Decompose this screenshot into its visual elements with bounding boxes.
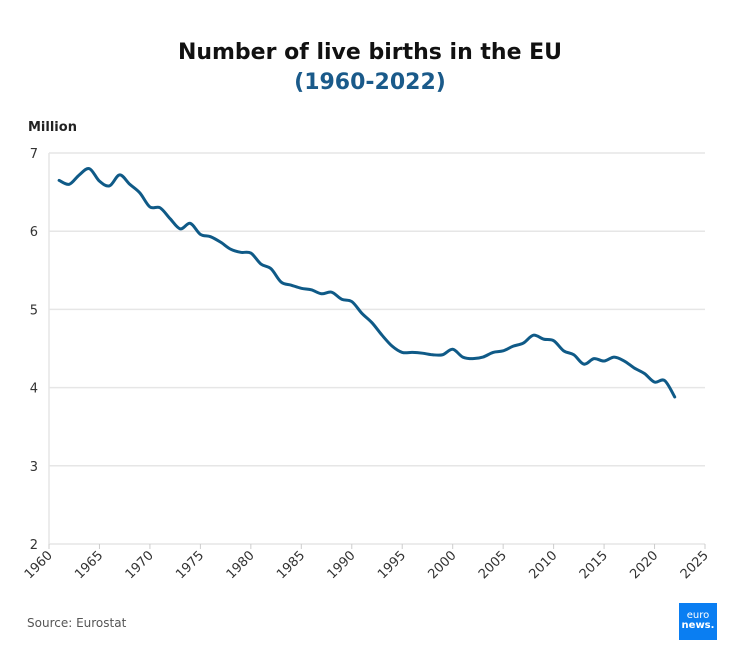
logo-line1: euro	[686, 610, 710, 621]
x-tick-label: 1970	[123, 548, 157, 582]
x-tick-label: 1985	[274, 548, 308, 582]
y-tick-label: 2	[30, 538, 38, 553]
x-tick-label: 2010	[526, 548, 560, 582]
x-tick-label: 2005	[476, 548, 510, 582]
y-tick-label: 7	[30, 147, 38, 162]
x-tick-label: 2025	[678, 548, 712, 582]
x-tick-label: 1965	[72, 548, 106, 582]
births-series-line	[57, 167, 677, 399]
x-tick-label: 1995	[375, 548, 409, 582]
x-tick-label: 1960	[22, 548, 56, 582]
source-note: Source: Eurostat	[27, 616, 127, 630]
x-tick-label: 2000	[426, 548, 460, 582]
euronews-logo: euro news.	[679, 603, 717, 640]
x-tick-label: 2015	[577, 548, 611, 582]
chart-subtitle: (1960-2022)	[294, 70, 446, 95]
x-tick-label: 1975	[173, 548, 207, 582]
x-tick-label: 1990	[325, 548, 359, 582]
x-tick-label: 2020	[627, 548, 661, 582]
y-tick-label: 3	[30, 460, 38, 475]
logo-line2: news.	[681, 620, 715, 631]
y-tick-label: 4	[30, 382, 38, 397]
y-axis-label: Million	[28, 120, 77, 135]
x-tick-label: 1980	[224, 548, 258, 582]
y-tick-label: 5	[30, 303, 38, 318]
chart-title: Number of live births in the EU	[177, 40, 563, 65]
y-tick-label: 6	[30, 225, 38, 240]
